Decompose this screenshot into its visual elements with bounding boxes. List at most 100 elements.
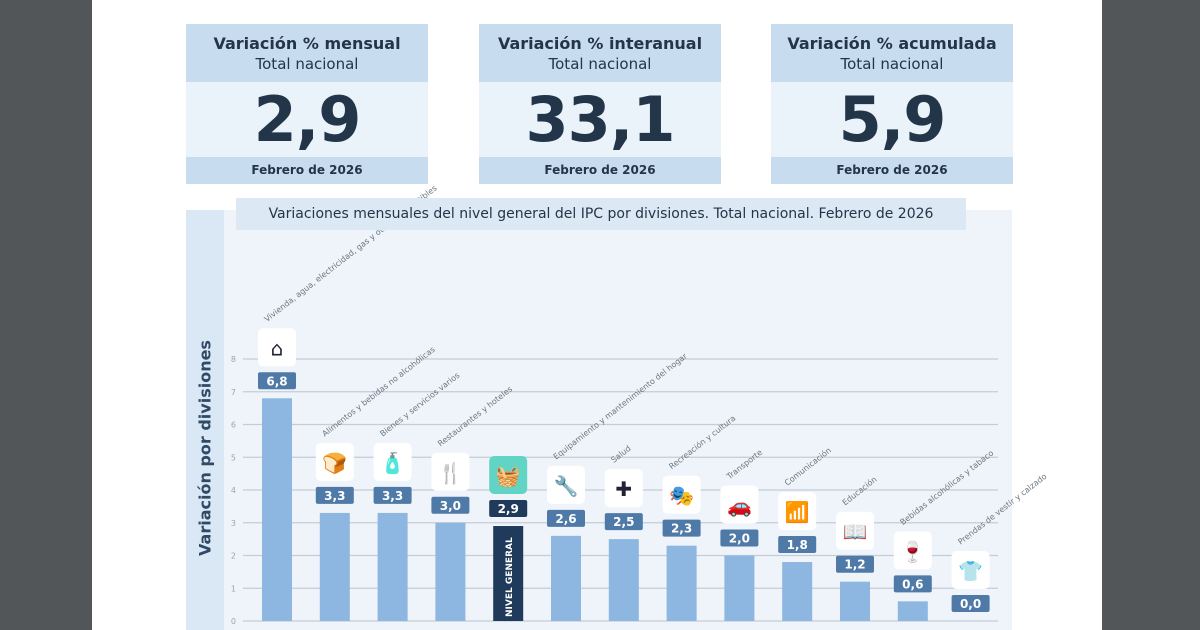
tools-icon-box: [547, 465, 585, 504]
category-label: Educación: [840, 474, 879, 507]
card-subtitle: Total nacional: [255, 55, 359, 73]
restaurant-hotel-icon: 🍴: [438, 461, 463, 485]
value-pill: [836, 555, 874, 573]
health-cross-icon-box: [604, 469, 643, 508]
theater-masks-icon-box: [662, 475, 701, 514]
health-cross-icon: ✚: [615, 477, 632, 501]
y-tick-label: 7: [231, 388, 236, 397]
bar: [551, 535, 581, 621]
value-pill: [778, 536, 817, 554]
theater-masks-icon: 🎭: [669, 484, 694, 508]
bar: [897, 601, 928, 621]
card-title: Variación % mensual: [213, 34, 401, 53]
bottle-glass-icon: 🍷: [900, 539, 925, 563]
value-pill: [604, 513, 643, 531]
y-tick-label: 6: [231, 421, 236, 430]
value-pill: [662, 519, 701, 537]
value-pill: [720, 529, 759, 547]
value-pill: [258, 372, 296, 390]
card-value: 2,9: [253, 83, 362, 156]
value-pill: [893, 575, 932, 593]
data-label: 2,5: [613, 515, 634, 529]
goods-services-icon: 🧴: [380, 451, 405, 475]
data-label: 2,0: [729, 532, 750, 546]
bar: [724, 555, 755, 621]
card-title: Variación % interanual: [497, 34, 703, 53]
data-label: 3,3: [324, 489, 345, 503]
category-label: Prendas de vestir y calzado: [956, 472, 1048, 547]
bar: [666, 545, 697, 621]
book-icon-box: [836, 511, 874, 550]
bar: [493, 526, 524, 621]
card-value: 5,9: [838, 83, 947, 156]
card-date: Febrero de 2026: [771, 157, 1013, 184]
y-tick-label: 3: [231, 519, 236, 528]
card-subtitle: Total nacional: [840, 55, 944, 73]
y-tick-label: 5: [231, 453, 236, 462]
card-subtitle: Total nacional: [548, 55, 652, 73]
value-pill: [951, 595, 990, 612]
y-tick-label: 2: [231, 552, 236, 561]
category-label: Recreación y cultura: [667, 413, 738, 471]
y-tick-label: 0: [231, 617, 236, 626]
category-label: Comunicación: [782, 445, 833, 488]
house-energy-icon: ⌂: [271, 336, 284, 360]
value-pill: [489, 500, 528, 518]
bottle-glass-icon-box: [893, 531, 932, 570]
data-label: 0,6: [902, 577, 923, 591]
data-label: 3,0: [440, 499, 461, 513]
restaurant-hotel-icon-box: [431, 452, 470, 491]
food-icon: 🍞: [322, 451, 347, 475]
category-label: Restaurantes y hoteles: [436, 385, 514, 449]
card-title: Variación % acumulada: [787, 34, 997, 53]
bar: [319, 512, 350, 621]
wifi-icon-box: [778, 492, 817, 531]
data-label: 1,8: [787, 538, 808, 552]
book-icon: 📖: [843, 520, 868, 544]
y-tick-label: 8: [231, 355, 236, 364]
y-tick-label: 1: [231, 584, 236, 593]
goods-services-icon-box: [373, 442, 412, 481]
data-label: 0,0: [960, 597, 981, 611]
tools-icon: 🔧: [554, 474, 579, 498]
bar: [435, 522, 466, 621]
card-accumulated: Variación % acumulada Total nacional 5,9 …: [771, 24, 1013, 184]
basket-icon-box: [489, 456, 528, 495]
data-label: 1,2: [844, 558, 865, 572]
bar-inline-label: NIVEL GENERAL: [505, 537, 515, 617]
card-yearly: Variación % interanual Total nacional 33,…: [479, 24, 721, 184]
house-energy-icon-box: [258, 328, 296, 367]
y-axis-strip: [186, 210, 224, 630]
value-pill: [431, 496, 470, 514]
y-tick-label: 4: [231, 486, 236, 495]
category-label: Equipamiento y mantenimiento del hogar: [552, 351, 690, 461]
data-label: 3,3: [382, 489, 403, 503]
data-label: 2,6: [555, 512, 576, 526]
data-label: 2,3: [671, 522, 692, 536]
food-icon-box: [315, 442, 354, 481]
bar: [377, 512, 408, 621]
data-label: 2,9: [498, 502, 519, 516]
category-label: Salud: [609, 444, 632, 465]
car-icon-box: [720, 485, 759, 524]
value-pill: [315, 486, 354, 504]
card-date: Febrero de 2026: [479, 157, 721, 184]
car-icon: 🚗: [727, 494, 752, 518]
bar: [262, 398, 292, 621]
value-pill: [547, 509, 585, 527]
shirt-icon-box: [951, 551, 990, 589]
basket-icon: 🧺: [496, 464, 521, 488]
value-pill: [373, 486, 412, 504]
data-label: 6,8: [266, 374, 287, 388]
bar: [608, 539, 639, 621]
card-monthly: Variación % mensual Total nacional 2,9 Fe…: [186, 24, 428, 184]
card-date: Febrero de 2026: [186, 157, 428, 184]
chart-title: Variaciones mensuales del nivel general …: [236, 198, 966, 230]
bar: [840, 581, 870, 621]
card-value: 33,1: [525, 83, 676, 156]
wifi-icon: 📶: [785, 500, 810, 524]
category-label: Bebidas alcohólicas y tabaco: [898, 448, 996, 527]
bar: [782, 562, 813, 621]
shirt-icon: 👕: [958, 559, 983, 583]
